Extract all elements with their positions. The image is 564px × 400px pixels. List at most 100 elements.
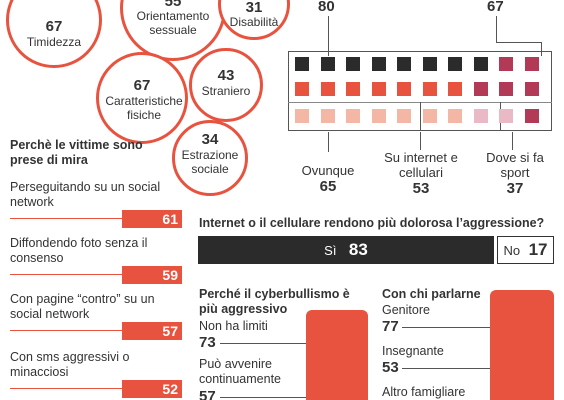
bubble-value: 31	[245, 0, 263, 16]
places-col-ovunque: Ovunque 65	[296, 163, 360, 196]
places-pointer-2	[420, 132, 421, 150]
reason-line	[10, 218, 122, 219]
places-square	[295, 57, 309, 71]
aggressive-item-label: Può avvenire continuamente	[199, 357, 282, 386]
question-no-bar: No 17	[497, 236, 554, 264]
talk-item-line	[402, 327, 490, 328]
bubble-straniero: 43 Straniero	[189, 48, 263, 122]
aggressive-title: Perché il cyberbullismo è più aggressivo	[199, 287, 350, 316]
places-square	[474, 109, 488, 123]
bubble-timidezza: 67 Timidezza	[6, 0, 102, 68]
places-square	[499, 109, 513, 123]
talk-bar	[490, 290, 554, 400]
places-col-sport: Dove si fa sport 37	[482, 150, 548, 198]
bubble-label: Estrazione sociale	[181, 148, 239, 176]
talk-item-label: Altro famigliare	[382, 385, 466, 399]
places-pointer-1	[328, 132, 329, 152]
places-square	[525, 82, 539, 96]
places-col-value: 65	[319, 178, 337, 195]
reason-label: Diffondendo foto senza il consenso	[10, 236, 148, 265]
places-square	[321, 82, 335, 96]
places-square	[295, 109, 309, 123]
places-col-internet: Su internet e cellulari 53	[382, 150, 460, 198]
places-square	[525, 57, 539, 71]
places-square	[321, 57, 335, 71]
aggressive-bar	[306, 310, 368, 400]
places-square	[448, 57, 462, 71]
talk-item-value: 77	[382, 318, 399, 335]
places-square	[525, 109, 539, 123]
places-square	[423, 57, 437, 71]
bubble-disabilita: 31 Disabilità	[218, 0, 290, 40]
reason-line	[10, 388, 122, 389]
talk-title: Con chi parlarne	[382, 287, 481, 301]
places-square	[372, 109, 386, 123]
bubble-label: Straniero	[201, 84, 251, 98]
places-col-value: 53	[412, 180, 430, 197]
places-square	[346, 82, 360, 96]
places-square	[372, 82, 386, 96]
places-square	[346, 109, 360, 123]
places-square	[397, 109, 411, 123]
bubble-value: 34	[201, 131, 219, 148]
reason-bar: 61	[122, 210, 182, 228]
places-square	[423, 109, 437, 123]
places-square	[295, 82, 309, 96]
places-square	[321, 109, 335, 123]
places-square	[372, 57, 386, 71]
places-pointer-line-2b	[496, 42, 542, 56]
reasons-title: Perchè le vittime sono prese di mira	[10, 138, 143, 167]
bubble-value: 67	[45, 18, 63, 35]
question-yes-label: Sì	[324, 243, 337, 258]
places-square	[346, 57, 360, 71]
talk-item-line	[402, 368, 490, 369]
places-pointer-3	[512, 132, 513, 150]
question-title: Internet o il cellulare rendono più dolo…	[199, 216, 545, 230]
aggressive-item-value: 73	[199, 334, 216, 351]
bubble-label: Caratteristiche fisiche	[105, 94, 183, 122]
question-no-value: 17	[528, 240, 548, 259]
bubble-label: Orientamento sessuale	[136, 9, 210, 37]
aggressive-item-label: Non ha limiti	[199, 319, 268, 333]
places-square	[474, 57, 488, 71]
talk-item-value: 53	[382, 359, 399, 376]
question-yes-value: 83	[348, 240, 368, 259]
reason-bar: 52	[122, 380, 182, 398]
bubble-estrazione: 34 Estrazione sociale	[172, 120, 248, 196]
reason-label: Perseguitando su un social network	[10, 180, 161, 209]
aggressive-item-line	[220, 343, 306, 344]
places-square	[499, 57, 513, 71]
aggressive-item-line	[220, 397, 306, 398]
places-col-label: Su internet e cellulari	[384, 150, 458, 180]
places-col-label: Ovunque	[301, 163, 355, 178]
bubble-value: 43	[217, 67, 235, 84]
bubble-value: 55	[164, 0, 182, 10]
reason-line	[10, 330, 122, 331]
question-yes-bar: Sì 83	[198, 236, 494, 264]
aggressive-item-value: 57	[199, 388, 216, 400]
places-col-value: 37	[506, 180, 524, 197]
places-top-value-2: 67	[487, 0, 504, 15]
places-square	[499, 82, 513, 96]
talk-item-label: Insegnante	[382, 344, 444, 358]
places-square	[397, 57, 411, 71]
places-square	[448, 82, 462, 96]
reason-label: Con sms aggressivi o minacciosi	[10, 350, 130, 379]
bubble-label: Disabilità	[229, 15, 279, 29]
places-pointer-line-2	[496, 16, 497, 42]
places-square	[474, 82, 488, 96]
places-square	[448, 109, 462, 123]
talk-item-label: Genitore	[382, 303, 430, 317]
places-grid-col-divider-1	[420, 102, 421, 131]
question-no-label: No	[503, 243, 521, 258]
places-square	[397, 82, 411, 96]
places-square	[423, 82, 437, 96]
bubble-label: Timidezza	[26, 35, 82, 49]
places-top-value-1: 80	[318, 0, 335, 15]
reason-bar: 57	[122, 322, 182, 340]
reason-label: Con pagine “contro” su un social network	[10, 292, 155, 321]
bubble-value: 67	[133, 77, 151, 94]
reason-line	[10, 274, 122, 275]
places-pointer-line-1	[328, 16, 329, 56]
places-col-label: Dove si fa sport	[486, 150, 544, 180]
